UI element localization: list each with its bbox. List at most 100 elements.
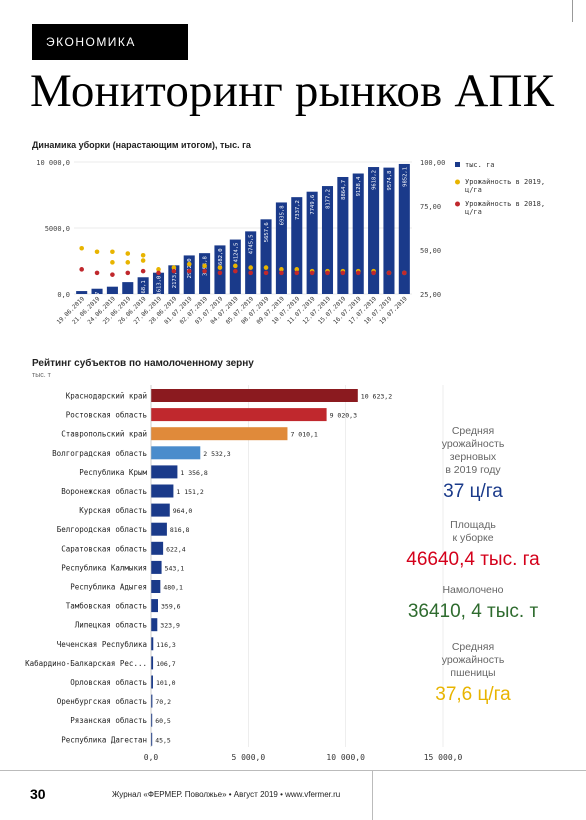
harvest-bar bbox=[275, 202, 287, 294]
bar-value-label: 9128,4 bbox=[356, 176, 362, 197]
yield-point bbox=[263, 265, 269, 270]
yield-point bbox=[294, 267, 300, 272]
harvest-bar bbox=[383, 167, 395, 294]
region-label: Республика Крым bbox=[79, 468, 147, 477]
yield-point bbox=[202, 268, 207, 274]
region-label: Ставропольский край bbox=[61, 430, 147, 439]
harvest-bar bbox=[122, 282, 134, 294]
harvest-chart: 0,0 5000,0 10 000,0 25,00 50,00 75,00 100,00 22… bbox=[36, 159, 545, 326]
stat-label: Намолочено bbox=[442, 584, 504, 596]
yield-point bbox=[186, 261, 192, 267]
bar-value-label: 1268,1 bbox=[141, 280, 147, 300]
legend-label: тыс. га bbox=[465, 161, 495, 169]
y2-tick-label: 25,00 bbox=[420, 291, 441, 299]
region-bar bbox=[151, 694, 153, 708]
region-value-label: 1 151,2 bbox=[176, 488, 203, 496]
region-value-label: 70,2 bbox=[155, 698, 171, 706]
stat-block: Средняя урожайность пшеницы 37,6 ц/га bbox=[388, 641, 558, 706]
region-value-label: 10 623,2 bbox=[361, 393, 392, 401]
harvest-bar bbox=[106, 286, 118, 294]
region-label: Чеченская Республика bbox=[57, 640, 147, 649]
region-value-label: 116,3 bbox=[156, 641, 176, 649]
yield-point bbox=[233, 263, 238, 269]
legend-label: Урожайность в 2019, bbox=[465, 178, 545, 186]
y2-tick-label: 75,00 bbox=[420, 203, 441, 211]
bar-value-label: 9852,1 bbox=[402, 167, 408, 187]
yield-point bbox=[402, 270, 407, 276]
y-tick-label: 0,0 bbox=[57, 291, 70, 299]
region-bar bbox=[151, 599, 159, 613]
region-value-label: 101,0 bbox=[156, 679, 176, 687]
yield-point bbox=[248, 265, 253, 270]
region-value-label: 359,6 bbox=[161, 603, 181, 611]
region-value-label: 964,0 bbox=[173, 507, 193, 515]
stat-value: 37 ц/га bbox=[443, 481, 503, 502]
region-value-label: 60,5 bbox=[155, 717, 171, 725]
bar-value-label: 6935,8 bbox=[279, 205, 285, 225]
region-bar bbox=[151, 618, 158, 632]
region-bar bbox=[151, 446, 201, 460]
region-bar bbox=[151, 541, 164, 555]
harvest-bar bbox=[245, 231, 257, 294]
yield-point bbox=[110, 260, 115, 265]
y2-tick-label: 50,00 bbox=[420, 247, 441, 255]
region-value-label: 816,8 bbox=[170, 526, 190, 534]
stat-value: 36410, 4 тыс. т bbox=[407, 601, 539, 622]
y2-tick-label: 100,00 bbox=[420, 159, 445, 167]
harvest-bar bbox=[183, 255, 195, 294]
footer-text: Журнал «ФЕРМЕР. Поволжье» • Август 2019 … bbox=[112, 790, 341, 799]
harvest-chart-title: Динамика уборки (нарастающим итогом), ты… bbox=[32, 140, 251, 150]
region-bar bbox=[151, 560, 162, 574]
region-label: Орловская область bbox=[70, 678, 147, 687]
yield-point bbox=[125, 270, 131, 276]
harvest-bar bbox=[368, 167, 380, 294]
region-bar bbox=[151, 580, 161, 593]
stat-label: Площадь к уборке bbox=[450, 519, 496, 544]
yield-point bbox=[371, 270, 376, 276]
yield-point bbox=[110, 249, 115, 255]
x-tick-label: 10 000,0 bbox=[326, 753, 365, 762]
region-value-label: 323,9 bbox=[160, 622, 180, 630]
region-label: Республика Адыгея bbox=[70, 583, 147, 592]
harvest-bar bbox=[76, 291, 88, 294]
stat-block: Средняя урожайность зерновых в 2019 году… bbox=[388, 425, 558, 503]
bar-value-label: 1613,0 bbox=[157, 276, 163, 296]
region-label: Кабардино-Балкарская Рес... bbox=[25, 659, 147, 668]
region-label: Саратовская область bbox=[61, 544, 147, 553]
frame-line bbox=[572, 0, 573, 22]
harvest-bar bbox=[337, 176, 349, 294]
harvest-bar bbox=[306, 191, 318, 294]
yield-point bbox=[309, 270, 315, 276]
region-bar bbox=[151, 389, 358, 402]
harvest-bar bbox=[91, 288, 103, 294]
region-value-label: 9 020,3 bbox=[330, 412, 357, 420]
region-label: Волгоградская область bbox=[52, 449, 147, 458]
yield-point bbox=[325, 270, 330, 276]
bar-value-label: 9574,8 bbox=[387, 171, 393, 191]
harvest-bar bbox=[168, 265, 180, 294]
y-tick-label: 5000,0 bbox=[45, 225, 70, 233]
legend-label: Урожайность в 2018, bbox=[465, 200, 545, 208]
stat-value: 37,6 ц/га bbox=[435, 684, 511, 705]
region-bar bbox=[151, 484, 174, 498]
rating-chart-title: Рейтинг субъектов по намолоченному зерну bbox=[32, 358, 254, 369]
region-bar bbox=[151, 675, 153, 689]
region-label: Ростовская область bbox=[66, 411, 147, 420]
bar-value-label: 399,7 bbox=[95, 292, 101, 309]
region-value-label: 7 010,1 bbox=[290, 431, 317, 439]
yield-point bbox=[125, 260, 131, 265]
region-bar bbox=[151, 732, 153, 746]
bar-value-label: 8177,2 bbox=[326, 189, 332, 209]
region-label: Курская область bbox=[79, 506, 147, 515]
harvest-bar bbox=[152, 272, 165, 294]
region-value-label: 1 356,8 bbox=[180, 469, 207, 477]
harvest-bar bbox=[137, 277, 149, 294]
region-label: Тамбовская область bbox=[66, 602, 147, 611]
yield-point bbox=[355, 270, 361, 276]
yield-point bbox=[217, 265, 223, 270]
x-tick-label: 5 000,0 bbox=[231, 753, 265, 762]
region-label: Оренбургская область bbox=[57, 697, 147, 706]
region-bar bbox=[151, 522, 167, 536]
legend-swatch bbox=[455, 179, 460, 185]
stat-block: Площадь к уборке 46640,4 тыс. га bbox=[388, 519, 558, 571]
